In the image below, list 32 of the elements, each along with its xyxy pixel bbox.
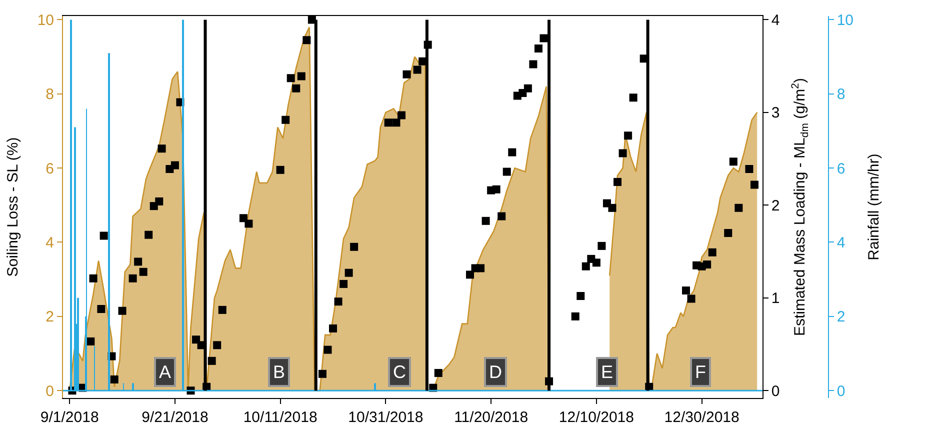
y-tick-label: 0 xyxy=(46,382,54,400)
x-tick-label: 9/1/2018 xyxy=(40,409,99,426)
y3-tick-label: 2 xyxy=(836,308,846,326)
annotation: F xyxy=(695,362,706,382)
annotation: E xyxy=(601,362,614,382)
annotation: B xyxy=(273,362,286,382)
y3-axis-title: Rainfall (mm/hr) xyxy=(866,154,883,260)
y2-tick-label: 2 xyxy=(771,197,780,214)
x-tick-label: 11/20/2018 xyxy=(454,409,528,426)
y3-tick-label: 8 xyxy=(836,86,846,104)
x-tick-label: 12/10/2018 xyxy=(558,409,634,426)
y2-tick-label: 1 xyxy=(771,290,780,308)
y-tick-label: 2 xyxy=(46,308,54,326)
y2-tick-label: 4 xyxy=(771,12,780,29)
y2-tick-label: 3 xyxy=(771,104,780,122)
y-tick-label: 4 xyxy=(46,234,54,252)
x-tick-label: 9/21/2018 xyxy=(142,409,208,426)
y3-tick-label: 4 xyxy=(836,234,846,252)
x-tick-label: 12/30/2018 xyxy=(664,409,740,426)
y-tick-label: 10 xyxy=(37,12,54,29)
y-tick-label: 8 xyxy=(46,86,54,104)
y-tick-label: 6 xyxy=(46,160,54,178)
y2-tick-label: 0 xyxy=(771,382,780,400)
annotation: D xyxy=(489,362,502,382)
x-tick-label: 10/31/2018 xyxy=(348,409,424,426)
annotation: C xyxy=(393,362,406,382)
x-tick-label: 10/11/2018 xyxy=(243,409,318,426)
annotation: A xyxy=(159,362,172,382)
y-axis-title: Soiling Loss - SL (%) xyxy=(4,137,22,277)
y3-tick-label: 0 xyxy=(836,382,846,400)
y3-tick-label: 6 xyxy=(836,160,846,178)
y3-tick-label: 10 xyxy=(836,12,854,29)
